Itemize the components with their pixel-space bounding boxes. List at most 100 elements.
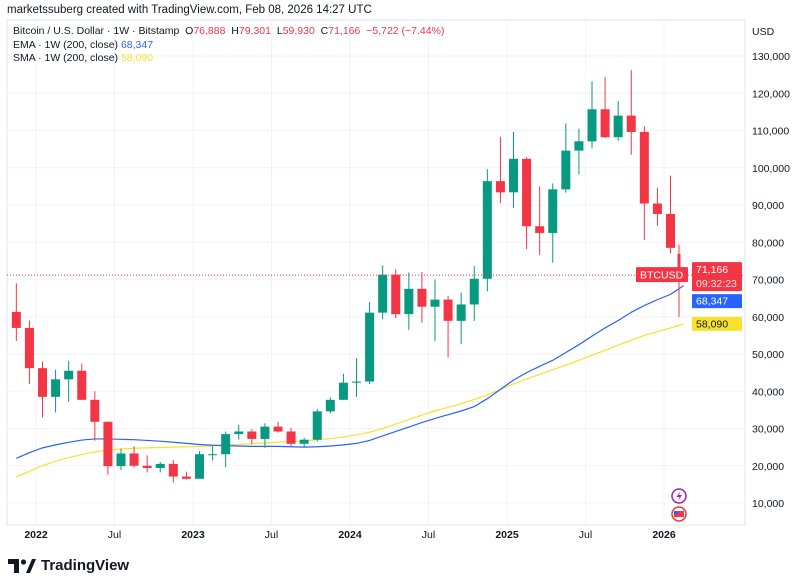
close-value: 71,166: [328, 25, 361, 37]
candle-body: [639, 131, 649, 204]
candle-body: [495, 181, 505, 193]
last-price-tag: 71,166: [696, 264, 728, 276]
candle-body: [312, 411, 322, 440]
candle-body: [365, 312, 375, 382]
candle-body: [443, 299, 453, 321]
candle-body: [626, 115, 636, 132]
candle-body: [600, 109, 610, 138]
candle-body: [522, 158, 532, 227]
sma-tag-bg: [692, 316, 742, 331]
candle-body: [51, 379, 61, 397]
y-tick-label: 90,000: [752, 200, 784, 212]
x-tick-label: 2022: [24, 529, 48, 541]
symbol-tag-bg: [636, 267, 688, 283]
symbol-name: Bitcoin / U.S. Dollar · 1W · Bitstamp: [13, 25, 180, 37]
candle-body: [38, 368, 47, 397]
lightning-glyph-icon: [676, 491, 682, 501]
plot-frame: [6, 19, 746, 526]
candle-body: [260, 426, 270, 439]
candle-body: [404, 288, 414, 315]
open-value: 76,888: [193, 25, 226, 37]
candle-body: [587, 109, 597, 142]
candle-body: [247, 431, 257, 439]
candle-body: [11, 311, 21, 328]
y-tick-label: 120,000: [752, 88, 790, 100]
candle-body: [221, 434, 231, 455]
candle-body: [417, 288, 427, 307]
x-tick-label: Jul: [422, 529, 435, 541]
candle-body: [273, 426, 283, 432]
candle-body: [129, 453, 139, 466]
candle-body: [155, 463, 165, 468]
ema-value: 68,347: [120, 38, 154, 51]
candle-body: [168, 463, 178, 477]
y-tick-label: 100,000: [752, 163, 790, 175]
candle-body: [90, 399, 100, 422]
sma-legend-row[interactable]: SMA · 1W (200, close) 58,090: [13, 52, 444, 66]
y-tick-label: 80,000: [752, 237, 784, 249]
candle-body: [103, 421, 113, 467]
candle-body: [469, 278, 479, 305]
symbol-tag: BTCUSD: [640, 270, 684, 282]
candle-body: [430, 299, 440, 307]
change-value: −5,722 (−7.44%): [366, 25, 445, 37]
candle-body: [181, 476, 191, 479]
logo-text: TradingView: [41, 557, 130, 574]
candle-body: [116, 453, 126, 467]
ema-label: EMA · 1W (200, close): [13, 38, 119, 51]
sma-tag: 58,090: [696, 318, 728, 330]
sma-label: SMA · 1W (200, close): [13, 52, 119, 64]
candle-body: [677, 253, 681, 276]
candle-body: [352, 381, 361, 383]
y-tick-label: 30,000: [752, 424, 784, 436]
chart-credit: marketssuberg created with TradingView.c…: [7, 4, 372, 16]
ema-legend-row[interactable]: EMA · 1W (200, close) 68,347: [13, 39, 444, 53]
sma-line: [16, 323, 684, 478]
candle-body: [509, 158, 518, 193]
currency-label: USD: [752, 26, 775, 38]
x-tick-label: 2024: [338, 529, 362, 541]
candle-body: [535, 226, 545, 233]
low-value: 59,930: [282, 25, 315, 37]
tradingview-logo[interactable]: TradingView: [8, 557, 129, 574]
x-tick-label: Jul: [265, 529, 278, 541]
candle-body: [548, 189, 558, 233]
y-tick-label: 110,000: [752, 126, 789, 138]
y-tick-label: 50,000: [752, 349, 784, 361]
tradingview-logo-icon: [8, 558, 36, 573]
candle-body: [378, 274, 388, 313]
candle-body: [456, 304, 466, 321]
candle-body: [24, 327, 34, 369]
x-tick-label: Jul: [579, 529, 592, 541]
candle-body: [574, 141, 584, 151]
candle-body: [561, 150, 571, 190]
candle-body: [391, 274, 401, 315]
x-tick-label: Jul: [108, 529, 121, 541]
chart-legend: Bitcoin / U.S. Dollar · 1W · Bitstamp O7…: [13, 25, 444, 66]
x-tick-label: 2026: [652, 529, 676, 541]
sma-value: 58,090: [120, 52, 154, 64]
symbol-legend-row: Bitcoin / U.S. Dollar · 1W · Bitstamp O7…: [13, 25, 444, 39]
y-tick-label: 70,000: [752, 275, 784, 287]
candle-body: [666, 213, 675, 248]
last-price-tag-bg: [692, 262, 742, 292]
candle-body: [338, 382, 348, 400]
candle-body: [77, 370, 87, 400]
candle-body: [64, 370, 74, 380]
candle-body: [286, 431, 296, 444]
y-tick-label: 60,000: [752, 312, 784, 324]
candle-body: [195, 454, 204, 479]
low-label: L: [276, 25, 283, 37]
candle-body: [613, 115, 623, 138]
y-tick-label: 20,000: [752, 461, 784, 473]
candle-body: [208, 454, 218, 456]
open-label: O: [185, 25, 194, 37]
candle-body: [299, 439, 309, 444]
candle-body: [234, 431, 244, 435]
us-flag-stripes: [674, 511, 684, 517]
x-tick-label: 2023: [181, 529, 205, 541]
close-label: C: [320, 25, 329, 37]
y-tick-label: 130,000: [752, 51, 790, 63]
y-tick-label: 40,000: [752, 386, 784, 398]
